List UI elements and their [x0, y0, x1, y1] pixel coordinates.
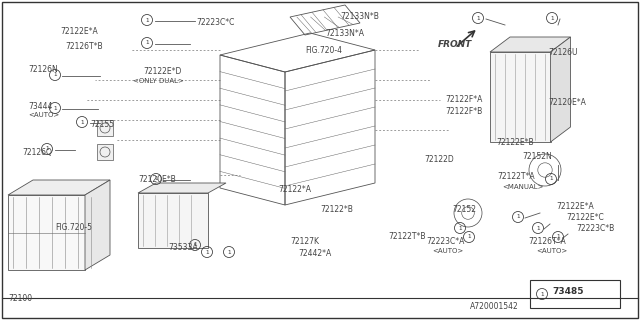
Text: 1: 1: [145, 41, 149, 45]
Text: <AUTO>: <AUTO>: [432, 248, 463, 254]
Polygon shape: [550, 37, 570, 142]
Text: 1: 1: [516, 214, 520, 220]
Text: 72152N: 72152N: [522, 152, 552, 161]
Text: 72155: 72155: [90, 120, 114, 129]
Text: FIG.720-5: FIG.720-5: [55, 223, 92, 232]
Text: 1: 1: [556, 235, 560, 239]
Text: 1: 1: [476, 15, 480, 20]
Text: 72122F*A: 72122F*A: [445, 95, 483, 104]
Text: 1: 1: [45, 147, 49, 151]
Text: 72122E*A: 72122E*A: [60, 27, 98, 36]
Text: 72223C*A: 72223C*A: [426, 237, 465, 246]
Text: 72122E*C: 72122E*C: [566, 213, 604, 222]
Text: A720001542: A720001542: [470, 302, 519, 311]
Text: 72122E*A: 72122E*A: [556, 202, 594, 211]
Text: 72122D: 72122D: [424, 155, 454, 164]
Text: 72100: 72100: [8, 294, 32, 303]
Polygon shape: [490, 52, 550, 142]
Polygon shape: [8, 195, 85, 270]
Text: 1: 1: [536, 226, 540, 230]
Text: 72126Q: 72126Q: [22, 148, 52, 157]
Text: 72120E*B: 72120E*B: [138, 175, 176, 184]
Polygon shape: [138, 193, 208, 248]
Text: 1: 1: [467, 235, 471, 239]
Text: 1: 1: [53, 73, 57, 77]
Bar: [97, 144, 113, 160]
Text: 72127K: 72127K: [290, 237, 319, 246]
Text: 72223C*B: 72223C*B: [576, 224, 614, 233]
Text: 72126T*B: 72126T*B: [65, 42, 102, 51]
Text: 72126N: 72126N: [28, 65, 58, 74]
Text: 1: 1: [154, 177, 158, 181]
Text: 1: 1: [145, 18, 149, 22]
Text: 72152: 72152: [452, 205, 476, 214]
Text: 72223C*C: 72223C*C: [196, 18, 234, 27]
Text: 72133N*A: 72133N*A: [325, 29, 364, 38]
Text: 72126U: 72126U: [548, 48, 577, 57]
Text: 1: 1: [458, 226, 462, 230]
Text: 1: 1: [549, 177, 553, 181]
Text: <AUTO>: <AUTO>: [536, 248, 567, 254]
Text: 72133N*B: 72133N*B: [340, 12, 379, 21]
Text: <ONLY DUAL>: <ONLY DUAL>: [133, 78, 184, 84]
Text: <MANUAL>: <MANUAL>: [502, 184, 543, 190]
Text: FIG.720-4: FIG.720-4: [305, 46, 342, 55]
Text: 73485: 73485: [552, 287, 584, 296]
Text: 72122T*B: 72122T*B: [388, 232, 426, 241]
Text: 72122T*A: 72122T*A: [497, 172, 534, 181]
Text: 72442*A: 72442*A: [298, 249, 332, 258]
Text: 73444: 73444: [28, 102, 52, 111]
Text: 1: 1: [227, 250, 231, 254]
Text: 72122F*B: 72122F*B: [445, 107, 483, 116]
Text: 72122*A: 72122*A: [278, 185, 311, 194]
Polygon shape: [490, 37, 570, 52]
Text: 1: 1: [193, 243, 197, 247]
Text: 1: 1: [550, 15, 554, 20]
Text: 1: 1: [540, 292, 544, 297]
Polygon shape: [8, 180, 110, 195]
Text: <AUTO>: <AUTO>: [28, 112, 60, 118]
Text: 72122E*B: 72122E*B: [496, 138, 534, 147]
Text: FRONT: FRONT: [438, 40, 472, 49]
Text: 72120E*A: 72120E*A: [548, 98, 586, 107]
Text: 72126T*A: 72126T*A: [528, 237, 566, 246]
Text: 1: 1: [205, 250, 209, 254]
Text: 1: 1: [53, 106, 57, 110]
Bar: [97, 120, 113, 136]
Bar: [530, 280, 620, 308]
Text: 1: 1: [80, 119, 84, 124]
Polygon shape: [85, 180, 110, 270]
Polygon shape: [138, 183, 226, 193]
Text: 73533A: 73533A: [168, 243, 198, 252]
Text: 72122*B: 72122*B: [320, 205, 353, 214]
Text: 72122E*D: 72122E*D: [143, 67, 181, 76]
